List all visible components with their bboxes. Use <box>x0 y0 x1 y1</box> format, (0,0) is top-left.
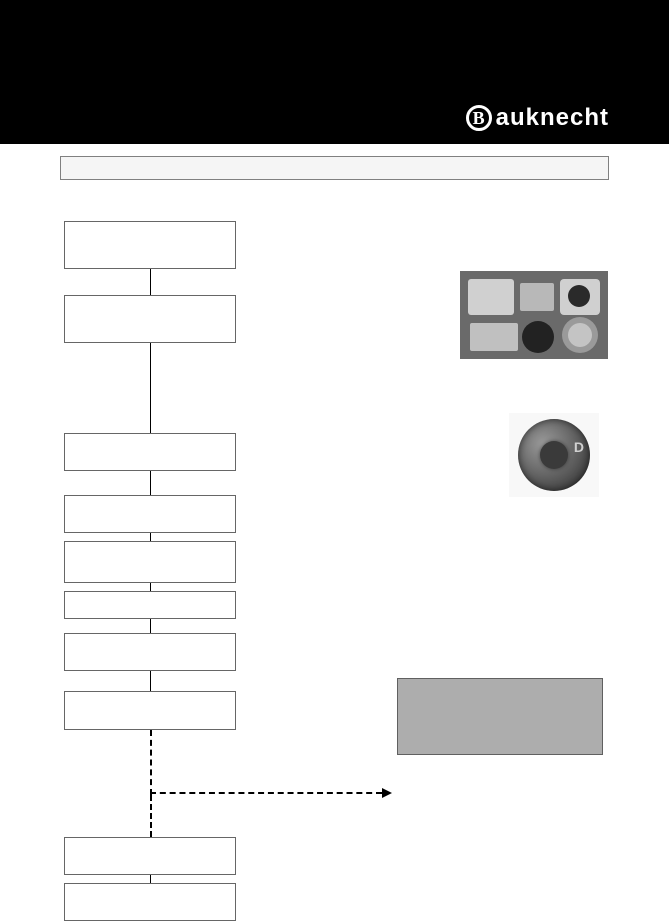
brand-logo-text: auknecht <box>496 104 609 132</box>
flow-dash-connector <box>150 730 152 795</box>
brand-logo-letter: B <box>473 108 485 129</box>
page-content: D <box>0 144 669 922</box>
flow-dash-connector <box>150 795 152 837</box>
flow-step-box <box>64 837 236 875</box>
page-header: B auknecht <box>0 0 669 144</box>
dial-icon: D <box>518 419 590 491</box>
flow-step-box <box>64 541 236 583</box>
flow-step-box <box>64 883 236 921</box>
flow-connector <box>150 583 151 591</box>
arrow-right-icon <box>382 788 392 798</box>
flowchart: D <box>60 202 609 922</box>
flow-connector <box>150 471 151 495</box>
flow-connector <box>150 343 151 433</box>
flow-connector <box>150 671 151 691</box>
flow-step-box <box>64 221 236 269</box>
side-note-box <box>397 678 603 755</box>
flow-step-box <box>64 495 236 533</box>
dial-label: D <box>574 439 584 455</box>
flow-dash-arrow-line <box>150 792 382 794</box>
flow-connector <box>150 269 151 295</box>
dial-photo: D <box>509 413 599 497</box>
flow-step-box <box>64 295 236 343</box>
flow-connector <box>150 619 151 633</box>
dispenser-photo <box>460 271 608 359</box>
flow-step-box <box>64 633 236 671</box>
flow-step-box <box>64 691 236 730</box>
brand-logo-circle: B <box>466 105 492 131</box>
flow-connector <box>150 533 151 541</box>
flow-connector <box>150 875 151 883</box>
flow-step-box <box>64 433 236 471</box>
section-title-box <box>60 156 609 180</box>
brand-logo: B auknecht <box>466 104 609 132</box>
flow-step-box <box>64 591 236 619</box>
